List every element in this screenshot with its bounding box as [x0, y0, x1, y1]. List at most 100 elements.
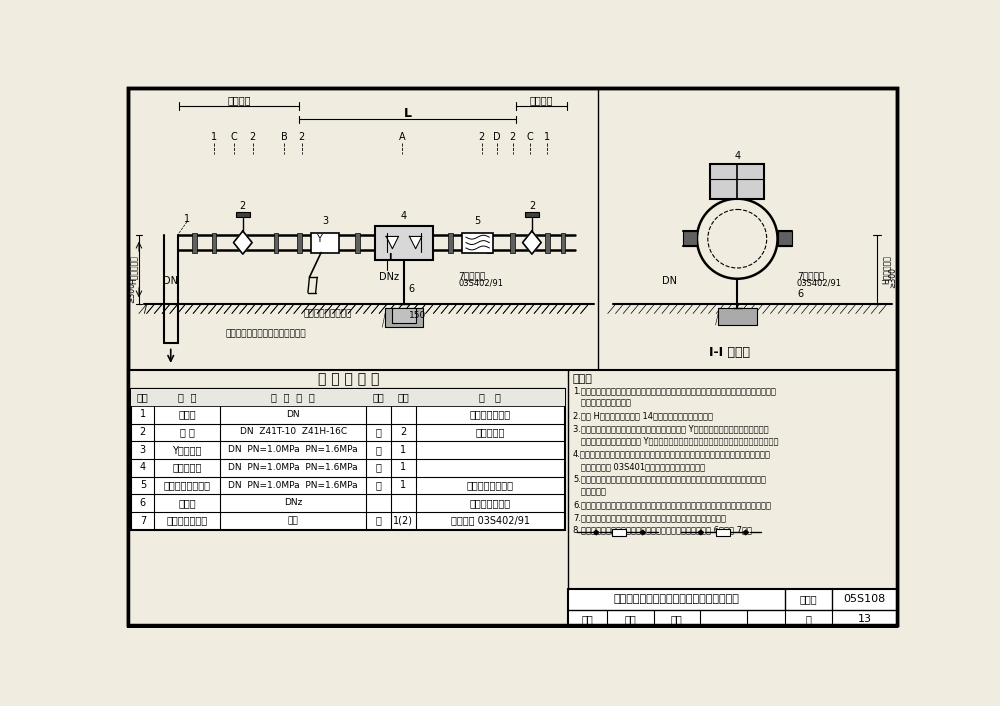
Polygon shape	[592, 530, 600, 536]
Bar	[683, 231, 697, 246]
Text: 编号: 编号	[137, 393, 149, 402]
Text: 4: 4	[140, 462, 146, 472]
Text: 2.图中 H由设计人员参照第 14页安装尺寸表中数据确定。: 2.图中 H由设计人员参照第 14页安装尺寸表中数据确定。	[573, 412, 713, 420]
Text: 2: 2	[529, 201, 535, 210]
Bar	[448, 232, 453, 253]
Text: 管材材质设计定: 管材材质设计定	[469, 498, 511, 508]
Bar	[385, 308, 423, 328]
Text: DN  PN=1.0MPa  PN=1.6MPa: DN PN=1.0MPa PN=1.6MPa	[228, 481, 358, 490]
Text: 1: 1	[184, 215, 190, 225]
Text: 2: 2	[509, 132, 516, 142]
Bar	[487, 232, 492, 253]
Text: L: L	[404, 107, 412, 120]
Text: ≥300: ≥300	[127, 282, 136, 303]
Bar	[778, 231, 792, 246]
Text: 6.本图给水管按球墨铸铁管材及管件设计，也可根据需要采用其它材质给水管材及管件。: 6.本图给水管按球墨铸铁管材及管件设计，也可根据需要采用其它材质给水管材及管件。	[573, 501, 771, 509]
Bar	[545, 232, 550, 253]
Text: DN  PN=1.0MPa  PN=1.6MPa: DN PN=1.0MPa PN=1.6MPa	[228, 445, 358, 454]
Text: 设计: 设计	[671, 614, 683, 624]
Text: 处绿地或硬地）明装。: 处绿地或硬地）明装。	[573, 399, 631, 407]
Text: 1: 1	[400, 462, 406, 472]
Text: 4.当有结冻可能时，应对倒流防止器阀组及明设管段采取热保温层或电伴热措施。保温做: 4.当有结冻可能时，应对倒流防止器阀组及明设管段采取热保温层或电伴热措施。保温做	[573, 450, 771, 458]
Text: 2: 2	[299, 132, 305, 142]
Text: B: B	[280, 132, 287, 142]
Text: 4: 4	[734, 151, 740, 162]
Text: 5: 5	[475, 216, 481, 226]
Text: 页: 页	[806, 614, 811, 624]
Text: 7.法兰连接带水表倒流防止器阀组采用闸阀或蝶阀时的图例分别为：: 7.法兰连接带水表倒流防止器阀组采用闸阀或蝶阀时的图例分别为：	[573, 513, 726, 522]
Text: Y: Y	[316, 234, 322, 244]
Text: 6: 6	[797, 289, 803, 299]
Polygon shape	[386, 237, 399, 249]
Bar	[525, 212, 539, 217]
Bar	[612, 529, 626, 537]
Bar	[212, 232, 216, 253]
Polygon shape	[234, 231, 252, 254]
Text: 设计人定: 设计人定	[228, 95, 251, 105]
Text: DN: DN	[286, 409, 300, 419]
Text: I-I 剖面图: I-I 剖面图	[709, 346, 750, 359]
Text: 个: 个	[375, 445, 381, 455]
Polygon shape	[523, 231, 541, 254]
Text: 8.倒流防止器阀组设置与安装应注意的其它事项详见总说明第 6条、第 7条。: 8.倒流防止器阀组设置与安装应注意的其它事项详见总说明第 6条、第 7条。	[573, 526, 752, 534]
Text: 说明：: 说明：	[573, 374, 593, 384]
Text: A: A	[399, 132, 406, 142]
Text: 1: 1	[211, 132, 217, 142]
Text: 3: 3	[322, 216, 328, 226]
Text: 倒流防止器: 倒流防止器	[172, 462, 202, 472]
Text: ≥300: ≥300	[888, 267, 897, 288]
Text: 设计人定: 设计人定	[529, 95, 553, 105]
Bar	[297, 232, 302, 253]
Bar	[561, 232, 565, 253]
Bar	[462, 232, 493, 253]
Text: 03S402/91: 03S402/91	[797, 279, 842, 288]
Bar	[425, 232, 430, 253]
Bar	[718, 308, 757, 325]
Polygon shape	[409, 237, 422, 249]
Polygon shape	[742, 530, 750, 536]
Text: 主 要 器 材 表: 主 要 器 材 表	[318, 373, 379, 387]
Text: H（设计定）: H（设计定）	[882, 255, 891, 284]
Polygon shape	[639, 530, 647, 536]
Text: 的倒流防止器阀组是否配置 Y型过滤器，由设计人员根据现行消防《规范》的要求确定。: 的倒流防止器阀组是否配置 Y型过滤器，由设计人员根据现行消防《规范》的要求确定。	[573, 437, 778, 445]
Text: 4: 4	[401, 210, 407, 220]
Text: 5.倒流防止器及管道支架除本图采用管柱外，设计人员也可根据实际情况采用砖砌或混: 5.倒流防止器及管道支架除本图采用管柱外，设计人员也可根据实际情况采用砖砌或混	[573, 475, 766, 484]
Text: 1: 1	[400, 445, 406, 455]
Bar	[375, 226, 433, 260]
Text: DN  PN=1.0MPa  PN=1.6MPa: DN PN=1.0MPa PN=1.6MPa	[228, 463, 358, 472]
Text: 2: 2	[140, 427, 146, 437]
Text: 7: 7	[140, 515, 146, 525]
Text: DNz: DNz	[284, 498, 302, 508]
Text: 管柱: 管柱	[288, 516, 299, 525]
Text: 倒流防止器支架: 倒流防止器支架	[166, 515, 208, 525]
Bar	[355, 232, 360, 253]
Text: 3: 3	[140, 445, 146, 455]
Text: DN: DN	[662, 276, 677, 286]
Text: 或采用蝶阀: 或采用蝶阀	[475, 427, 505, 437]
Text: 5: 5	[140, 480, 146, 490]
Text: 2: 2	[478, 132, 485, 142]
Bar	[131, 389, 565, 530]
Text: 7（管柱）: 7（管柱）	[797, 271, 824, 280]
Text: 个: 个	[375, 462, 381, 472]
Text: 个: 个	[375, 480, 381, 490]
Bar	[311, 232, 339, 253]
Bar	[192, 232, 197, 253]
Text: C: C	[230, 132, 237, 142]
Text: 单位: 单位	[373, 393, 384, 402]
Text: 型  号  规  格: 型 号 规 格	[271, 393, 315, 402]
Text: 03S402/91: 03S402/91	[458, 279, 503, 288]
Polygon shape	[697, 530, 705, 536]
Text: 图集号: 图集号	[800, 594, 817, 604]
Text: 1(2): 1(2)	[393, 515, 413, 525]
Text: 可曲挠橡胶管接头: 可曲挠橡胶管接头	[164, 480, 210, 490]
Text: 150: 150	[409, 311, 427, 321]
Text: I: I	[388, 253, 392, 263]
Text: 给水管: 给水管	[178, 409, 196, 419]
Text: 05S108: 05S108	[843, 594, 885, 604]
Text: 2: 2	[250, 132, 256, 142]
Text: 名  称: 名 称	[178, 393, 196, 402]
Bar	[378, 232, 383, 253]
Text: 1.本图通用于法兰连接倒流防止器阀组（不带水表）室外非车行道、人行道地面上（非低洼: 1.本图通用于法兰连接倒流防止器阀组（不带水表）室外非车行道、人行道地面上（非低…	[573, 386, 776, 395]
Text: 审核: 审核	[582, 614, 594, 624]
